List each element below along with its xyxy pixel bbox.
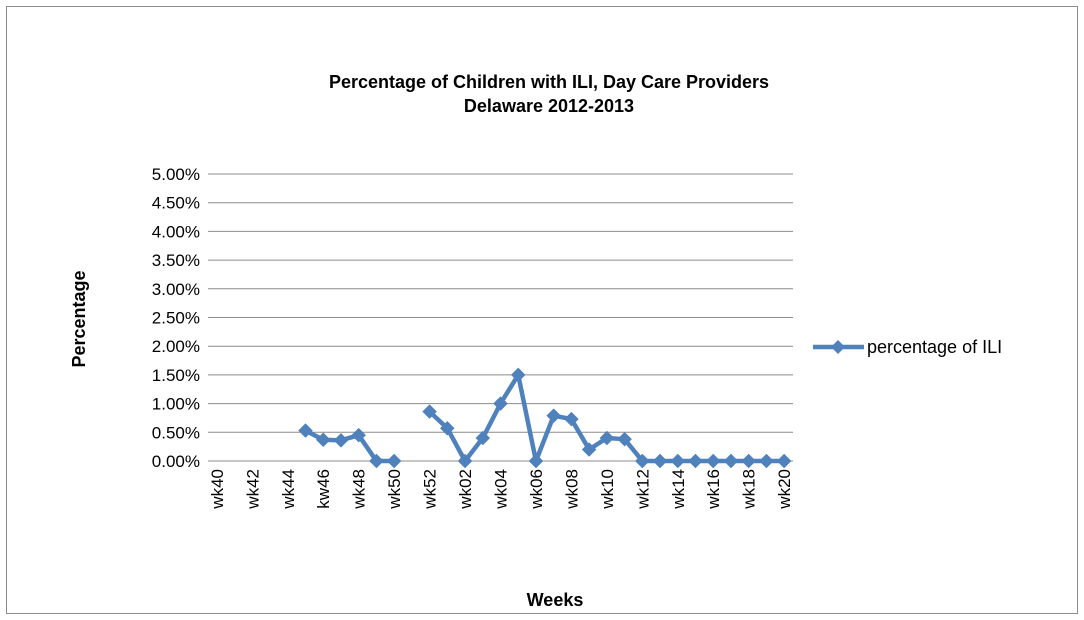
x-tick-label: wk08 <box>562 469 581 510</box>
data-point-wk20 <box>776 453 792 469</box>
y-tick-label: 0.50% <box>152 423 200 442</box>
x-tick-label: wk06 <box>527 469 546 510</box>
x-tick-label: wk42 <box>243 469 262 510</box>
x-tick-label: wk04 <box>492 469 511 510</box>
data-point-wk06 <box>528 453 544 469</box>
data-point-wk16 <box>705 453 721 469</box>
data-point-wk01 <box>439 420 455 436</box>
x-tick-label: wk02 <box>456 469 475 510</box>
data-point-wk04 <box>493 396 508 411</box>
data-point-wk19 <box>759 453 774 469</box>
data-point-wk05 <box>510 367 526 383</box>
legend-label: percentage of ILI <box>867 337 1002 357</box>
series-percentage-of-ili <box>298 367 792 469</box>
x-tick-label: wk40 <box>208 469 227 510</box>
x-tick-label: wk12 <box>633 469 652 510</box>
y-axis-title: Percentage <box>69 270 89 367</box>
y-tick-label: 4.00% <box>152 222 200 241</box>
x-tick-label: kw46 <box>314 469 333 509</box>
y-tick-label: 4.50% <box>152 194 200 213</box>
y-tick-label: 3.50% <box>152 251 200 270</box>
data-point-wk15 <box>688 453 703 469</box>
series-line-segment-1 <box>428 372 785 464</box>
x-axis-title: Weeks <box>527 590 584 610</box>
data-point-wk10 <box>599 430 615 446</box>
legend: percentage of ILI <box>813 337 1002 357</box>
y-tick-label: 2.50% <box>152 309 200 328</box>
data-point-kw46 <box>315 432 331 448</box>
series-line-segment-0 <box>304 428 395 464</box>
y-tick-labels: 0.00% 0.50% 1.00% 1.50% 2.00% 2.50% 3.00% 3.50%… <box>152 165 200 471</box>
chart-svg: Percentage of Children with ILI, Day Car… <box>69 72 1002 610</box>
x-tick-labels: wk40 wk42 wk44 kw46 wk48 wk50 wk52 wk02 wk04 wk06… <box>208 469 794 510</box>
chart-title-line-1: Percentage of Children with ILI, Day Car… <box>329 72 769 92</box>
x-tick-label: wk52 <box>421 469 440 510</box>
x-tick-label: wk48 <box>350 469 369 510</box>
y-tick-label: 1.50% <box>152 366 200 385</box>
data-point-wk02 <box>457 453 473 469</box>
data-point-wk48 <box>351 427 367 443</box>
y-tick-label: 1.00% <box>152 395 200 414</box>
x-tick-label: wk14 <box>669 469 688 510</box>
chart-frame: Percentage of Children with ILI, Day Car… <box>6 6 1078 614</box>
chart-title-line-2: Delaware 2012-2013 <box>464 96 634 116</box>
y-tick-label: 0.00% <box>152 452 200 471</box>
data-point-wk47 <box>333 432 349 448</box>
y-tick-label: 2.00% <box>152 337 200 356</box>
y-tick-label: 3.00% <box>152 280 200 299</box>
data-point-wk13 <box>652 453 668 469</box>
x-tick-label: wk10 <box>598 469 617 510</box>
x-tick-label: wk44 <box>279 469 298 510</box>
x-tick-label: wk20 <box>775 469 794 510</box>
data-point-wk14 <box>670 453 686 469</box>
data-point-wk18 <box>741 453 757 469</box>
data-point-wk12 <box>634 453 650 469</box>
data-point-wk50 <box>386 453 402 469</box>
data-point-wk08 <box>564 411 579 427</box>
data-point-wk09 <box>581 442 597 457</box>
x-tick-label: wk16 <box>704 469 723 510</box>
data-point-wk07 <box>546 408 562 424</box>
data-point-wk49 <box>369 453 384 469</box>
data-point-wk11 <box>617 431 632 447</box>
data-point-wk17 <box>723 453 739 469</box>
y-tick-label: 5.00% <box>152 165 200 184</box>
x-tick-label: wk18 <box>740 469 759 510</box>
x-tick-label: wk50 <box>385 469 404 510</box>
gridlines <box>208 173 793 462</box>
data-point-wk45 <box>298 423 313 438</box>
data-point-wk52 <box>422 404 437 419</box>
legend-marker <box>831 340 845 354</box>
data-point-wk03 <box>475 430 491 446</box>
